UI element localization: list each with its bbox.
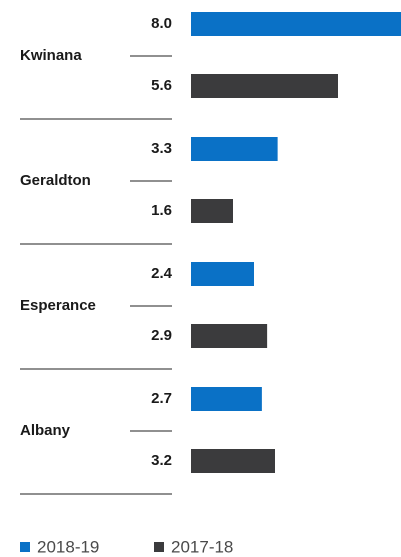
bar	[191, 324, 268, 348]
bar	[191, 262, 254, 286]
bar	[191, 137, 278, 161]
legend-label: 2018-19	[37, 537, 99, 556]
value-label: 2.4	[151, 265, 173, 282]
value-label: 2.7	[151, 390, 172, 407]
value-label: 8.0	[151, 15, 172, 32]
category-label: Albany	[20, 422, 71, 439]
value-label: 3.2	[151, 452, 172, 469]
legend-swatch	[20, 542, 30, 552]
legend-swatch	[154, 542, 164, 552]
bar	[191, 199, 233, 223]
bar	[191, 387, 262, 411]
value-label: 2.9	[151, 327, 172, 344]
category-label: Kwinana	[20, 47, 82, 64]
value-label: 5.6	[151, 77, 172, 94]
bar	[191, 12, 401, 36]
category-label: Geraldton	[20, 172, 91, 189]
value-label: 3.3	[151, 140, 172, 157]
bar	[191, 74, 338, 98]
legend-label: 2017-18	[171, 537, 233, 556]
value-label: 1.6	[151, 202, 172, 219]
bar	[191, 449, 275, 473]
category-label: Esperance	[20, 297, 96, 314]
